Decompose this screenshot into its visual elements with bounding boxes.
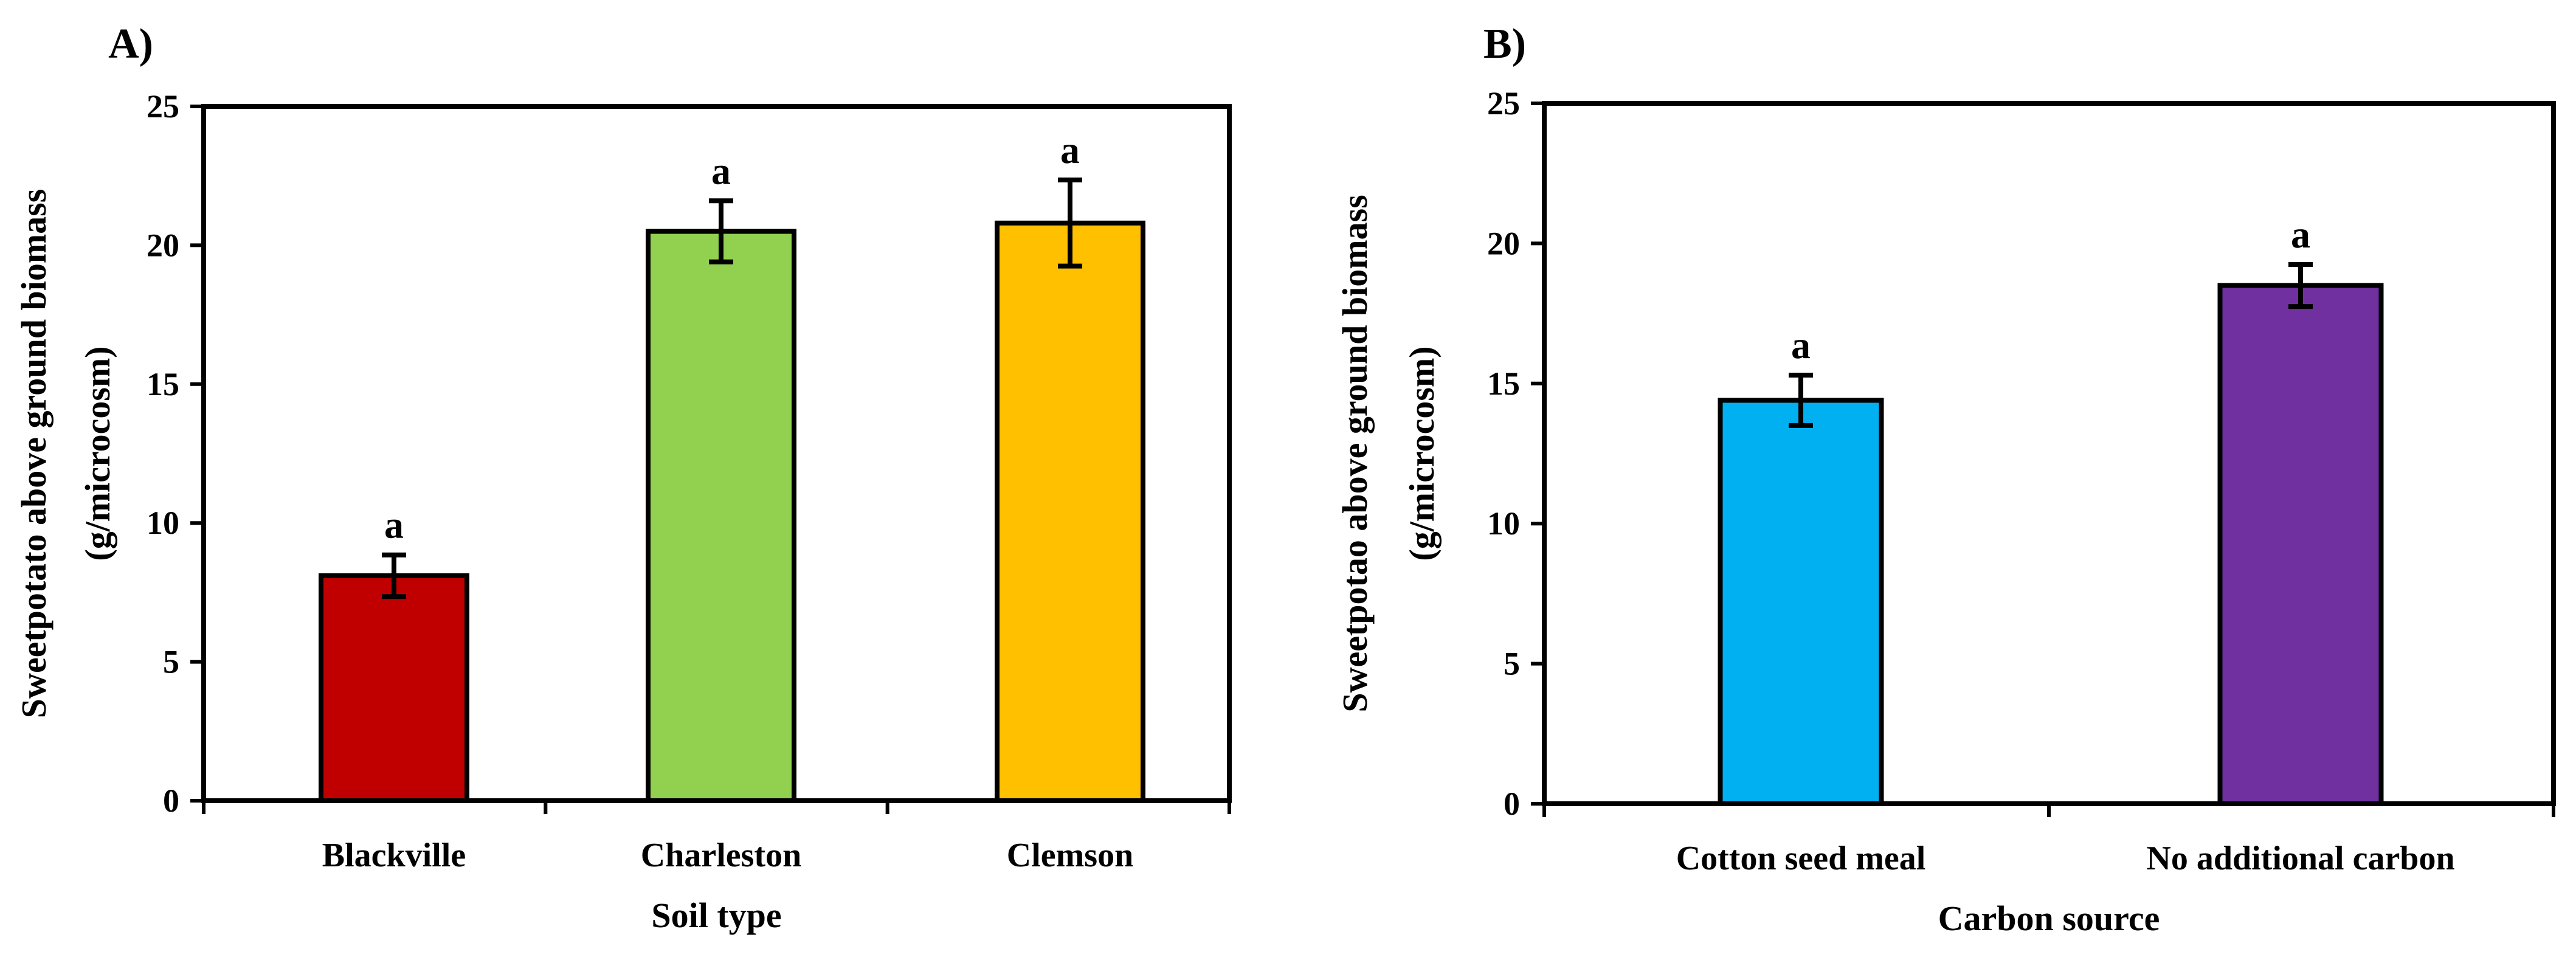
y-tick-label-b-4: 20 [1487, 225, 1520, 261]
x-axis-title-b: Carbon source [1938, 899, 2160, 938]
y-tick-label-a-5: 25 [147, 88, 179, 125]
significance-label-a-0: a [384, 503, 404, 547]
plot-frame-b [1542, 101, 2556, 806]
y-tick-label-b-2: 10 [1487, 505, 1520, 542]
y-tick-label-a-0: 0 [163, 782, 179, 819]
y-tick-label-b-3: 15 [1487, 365, 1520, 402]
y-tick-label-b-1: 5 [1504, 646, 1520, 682]
category-label-b-0: Cotton seed meal [1676, 840, 1926, 877]
category-label-a-0: Blackville [322, 837, 466, 874]
bar-b-0 [1718, 398, 1884, 806]
significance-label-a-2: a [1060, 128, 1080, 171]
y-tick-label-a-2: 10 [147, 505, 179, 541]
significance-label-b-0: a [1791, 323, 1811, 367]
y-tick-label-b-0: 0 [1504, 786, 1520, 822]
plot-frame-a [201, 104, 1232, 803]
panel-a-chart: A) a Blackville a Charleston a Clemson 0 5 10 15 20… [14, 21, 1232, 935]
category-label-b-1: No additional carbon [2146, 840, 2454, 877]
bar-a-2 [995, 220, 1145, 803]
bar-a-1 [646, 229, 796, 803]
y-axis-title-b-line-1: (g/microcosm) [1402, 346, 1442, 561]
x-axis-title-a: Soil type [651, 896, 781, 935]
y-axis-title-a-line-0: Sweetpotato above ground biomass [14, 189, 54, 719]
panel-label-a: A) [108, 21, 153, 67]
category-label-a-2: Clemson [1007, 837, 1133, 874]
y-tick-label-a-4: 20 [147, 227, 179, 263]
y-axis-title-b-line-0: Sweetpotao above ground biomass [1335, 195, 1375, 712]
bar-b-1 [2217, 283, 2384, 806]
panel-label-b: B) [1483, 21, 1526, 67]
y-tick-label-b-5: 25 [1487, 85, 1520, 122]
y-tick-label-a-1: 5 [163, 644, 179, 680]
bar-a-0 [319, 573, 469, 803]
significance-label-a-1: a [711, 149, 731, 192]
significance-label-b-1: a [2291, 213, 2310, 256]
category-label-a-1: Charleston [641, 837, 801, 874]
panel-b-chart: B) a Cotton seed meal a No additional carbon… [1335, 21, 2556, 938]
y-tick-label-a-3: 15 [147, 366, 179, 402]
y-axis-title-a-line-1: (g/microcosm) [78, 346, 117, 561]
